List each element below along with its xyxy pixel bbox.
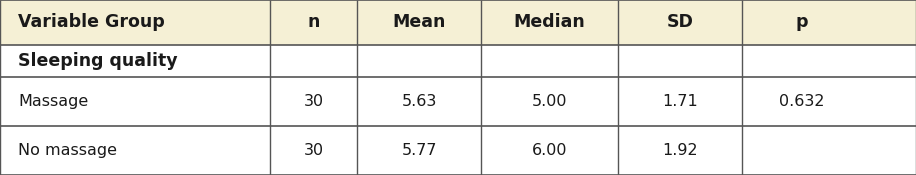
Text: 5.63: 5.63 (401, 94, 437, 109)
Text: 30: 30 (304, 143, 323, 158)
Text: n: n (308, 13, 320, 31)
Text: No massage: No massage (18, 143, 117, 158)
Text: 6.00: 6.00 (532, 143, 567, 158)
Text: Median: Median (514, 13, 585, 31)
Text: SD: SD (667, 13, 693, 31)
Text: 1.92: 1.92 (662, 143, 698, 158)
Bar (0, 77, 916, 126)
Text: 5.00: 5.00 (532, 94, 567, 109)
Bar (0, 45, 916, 77)
Text: Variable Group: Variable Group (18, 13, 165, 31)
Text: 30: 30 (304, 94, 323, 109)
Text: 0.632: 0.632 (779, 94, 824, 109)
Bar (0, 126, 916, 175)
Bar (0, 0, 916, 45)
Text: 1.71: 1.71 (662, 94, 698, 109)
Text: Sleeping quality: Sleeping quality (18, 52, 178, 70)
Text: Massage: Massage (18, 94, 89, 109)
Text: p: p (795, 13, 808, 31)
Text: Mean: Mean (392, 13, 446, 31)
Text: 5.77: 5.77 (401, 143, 437, 158)
